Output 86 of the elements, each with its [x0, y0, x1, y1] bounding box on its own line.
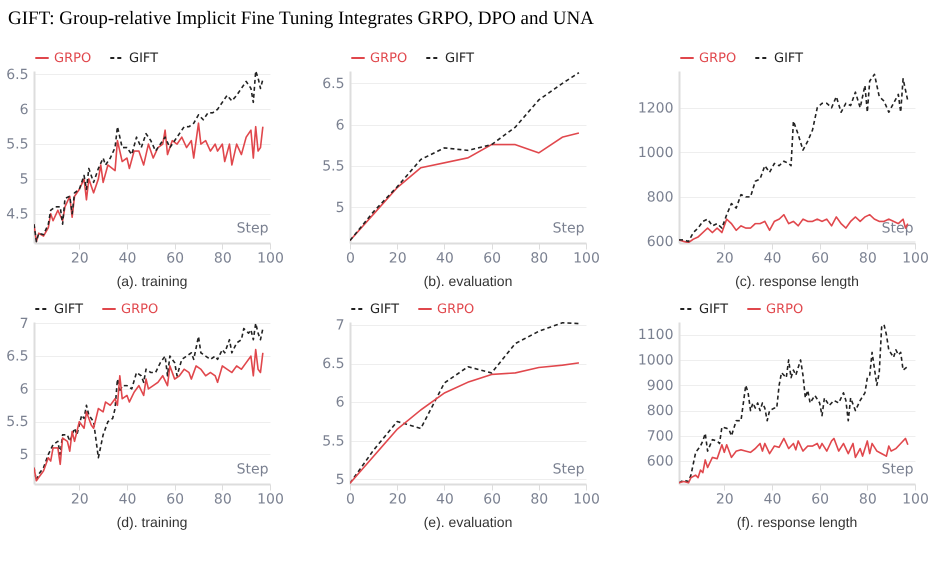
- text: GRPO: [370, 51, 408, 66]
- x-tick-label: 20: [388, 250, 407, 266]
- y-tick-label: 6.5: [6, 348, 28, 365]
- text: GIFT: [370, 302, 400, 317]
- x-tick-label: 100: [257, 250, 284, 266]
- x-tick-label: 40: [436, 250, 454, 266]
- y-tick-label: 6: [20, 381, 29, 398]
- y-tick-label: 600: [646, 454, 674, 470]
- y-tick-label: 800: [646, 403, 674, 420]
- text: (b). evaluation: [424, 273, 512, 289]
- legend-label: GRPO: [437, 302, 474, 317]
- x-tick-label: 60: [811, 492, 830, 508]
- x-tick-label: 60: [483, 250, 502, 266]
- text: GRPO: [54, 51, 92, 66]
- x-tick-label: 60: [166, 492, 184, 508]
- x-tick-label: 80: [530, 492, 548, 508]
- x-tick-label: 40: [764, 492, 782, 508]
- legend-label: GRPO: [121, 302, 158, 317]
- y-tick-label: 6: [336, 117, 345, 134]
- y-tick-label: 1100: [638, 327, 674, 344]
- x-tick-label: 60: [483, 492, 502, 508]
- y-tick-label: 900: [646, 378, 674, 394]
- y-tick-label: 600: [646, 234, 674, 250]
- y-tick-label: 5.5: [322, 433, 344, 450]
- x-axis-title: Step: [236, 462, 269, 478]
- x-axis-title: Step: [552, 220, 585, 236]
- y-tick-label: 6.5: [6, 66, 28, 83]
- x-tick-label: 100: [573, 492, 600, 508]
- text: (a). training: [116, 273, 188, 289]
- text: (c). response length: [735, 273, 859, 289]
- y-tick-label: 1000: [638, 352, 674, 368]
- x-tick-label: 20: [388, 492, 407, 508]
- y-tick-label: 1000: [638, 144, 674, 161]
- x-axis-title: Step: [236, 220, 269, 236]
- x-tick-label: 0: [346, 250, 355, 266]
- y-tick-label: 5.5: [6, 414, 28, 430]
- text: GRPO: [699, 51, 736, 66]
- x-tick-label: 100: [573, 250, 600, 266]
- y-tick-label: 6.5: [322, 356, 344, 372]
- legend-label: GIFT: [774, 51, 804, 66]
- y-tick-label: 5.5: [322, 158, 344, 175]
- y-tick-label: 5: [336, 472, 344, 488]
- text: (f). response length: [736, 514, 858, 530]
- x-axis-title: Step: [882, 220, 914, 236]
- legend-label: GIFT: [129, 51, 158, 66]
- x-tick-label: 80: [858, 250, 877, 266]
- x-axis-title: Step: [882, 462, 914, 478]
- x-axis-title: Step: [552, 462, 585, 478]
- legend-label: GRPO: [766, 302, 804, 317]
- x-tick-label: 80: [214, 492, 232, 508]
- y-tick-label: 5: [20, 446, 28, 463]
- x-tick-label: 20: [70, 250, 89, 266]
- x-tick-label: 80: [530, 250, 548, 266]
- x-tick-label: 80: [214, 250, 232, 266]
- y-tick-label: 1200: [638, 100, 674, 116]
- x-tick-label: 20: [716, 250, 734, 266]
- legend-label: GIFT: [445, 51, 474, 66]
- text: (d). training: [116, 514, 188, 530]
- x-tick-label: 40: [118, 250, 136, 266]
- x-tick-label: 20: [70, 492, 89, 508]
- y-tick-label: 5: [336, 200, 344, 216]
- y-tick-label: 7: [336, 318, 344, 334]
- x-tick-label: 0: [346, 492, 355, 508]
- x-tick-label: 100: [902, 250, 929, 266]
- x-tick-label: 20: [716, 492, 734, 508]
- y-tick-label: 5.5: [6, 136, 28, 153]
- y-tick-label: 7: [20, 316, 28, 332]
- y-tick-label: 800: [646, 189, 674, 206]
- x-tick-label: 40: [118, 492, 136, 508]
- y-tick-label: 4.5: [6, 206, 28, 222]
- x-tick-label: 80: [858, 492, 877, 508]
- x-tick-label: 40: [764, 250, 782, 266]
- x-tick-label: 60: [166, 250, 184, 266]
- x-tick-label: 100: [257, 492, 284, 508]
- y-tick-label: 6: [20, 102, 29, 118]
- text: (e). evaluation: [424, 514, 512, 530]
- y-tick-label: 700: [646, 428, 674, 444]
- y-tick-label: 5: [20, 171, 28, 188]
- text: GIFT: [699, 302, 728, 317]
- chart-title: GIFT: Group-relative Implicit Fine Tuning Integrates GRPO, DPO and UNA: [7, 7, 595, 31]
- y-tick-label: 6.5: [322, 76, 344, 92]
- y-tick-label: 6: [336, 394, 345, 411]
- text: GIFT: [54, 302, 84, 317]
- x-tick-label: 100: [902, 492, 929, 508]
- x-tick-label: 40: [436, 492, 454, 508]
- x-tick-label: 60: [811, 250, 830, 266]
